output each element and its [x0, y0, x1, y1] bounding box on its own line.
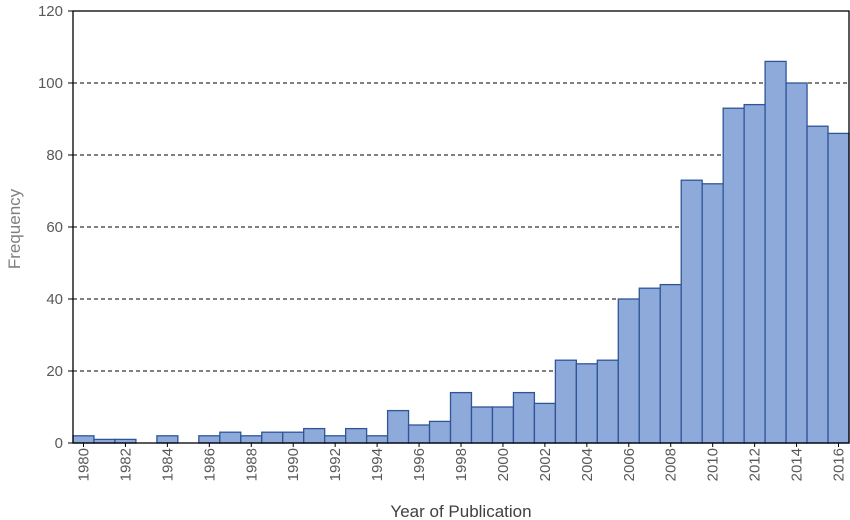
y-tick-label: 20: [46, 363, 63, 380]
bar-1991: [303, 427, 326, 444]
bar-2000: [491, 406, 515, 444]
x-tick-label: 2016: [831, 448, 848, 481]
bar-1990: [282, 431, 305, 444]
bar-2015: [806, 125, 829, 444]
y-tick-label: 100: [38, 75, 63, 92]
bar-1988: [240, 435, 263, 444]
bar-1998: [449, 391, 473, 444]
bars: [72, 60, 850, 444]
x-tick-label: 1992: [327, 448, 344, 481]
bar-1992: [324, 435, 347, 444]
bar-2011: [722, 107, 745, 444]
y-tick-label: 120: [38, 3, 63, 20]
x-tick-label: 1986: [201, 448, 218, 481]
bar-1987: [219, 431, 242, 444]
bar-2013: [764, 60, 787, 444]
y-tick-label: 60: [46, 219, 63, 236]
bar-2009: [680, 179, 703, 444]
bar-2014: [785, 82, 808, 444]
bar-1996: [407, 424, 431, 444]
y-tick-label: 80: [46, 147, 63, 164]
x-tick-label: 1996: [411, 448, 428, 481]
bar-1989: [261, 431, 284, 444]
bar-2007: [638, 287, 661, 444]
x-tick-label: 1982: [117, 448, 134, 481]
x-tick-label: 2012: [747, 448, 764, 481]
y-axis-ticks: 0 20 40 60 80 100 120: [38, 3, 73, 452]
bar-2016: [827, 132, 850, 444]
bar-1980: [72, 435, 95, 444]
x-axis-title: Year of Publication: [390, 502, 531, 520]
bar-2010: [701, 183, 724, 444]
bar-1999: [470, 406, 494, 444]
bar-2004: [575, 363, 598, 444]
bar-1993: [344, 427, 368, 444]
x-axis-ticks: 1980 1982 1984 1986 1988 1990 1992 1994 1996 1998…: [75, 443, 848, 481]
x-tick-label: 1980: [75, 448, 92, 481]
x-tick-label: 2006: [621, 448, 638, 481]
x-tick-label: 1994: [369, 448, 386, 481]
bar-2008: [659, 283, 682, 444]
bar-2003: [554, 359, 578, 444]
x-tick-label: 2014: [789, 448, 806, 481]
y-axis-title: Frequency: [5, 188, 24, 269]
y-tick-label: 40: [46, 291, 63, 308]
bar-1995: [386, 409, 410, 444]
y-tick-label: 0: [55, 435, 63, 452]
x-tick-label: 2008: [663, 448, 680, 481]
x-tick-label: 2010: [705, 448, 722, 481]
x-tick-label: 1988: [243, 448, 260, 481]
x-tick-label: 2002: [537, 448, 554, 481]
x-tick-label: 1984: [159, 448, 176, 481]
x-tick-label: 1990: [285, 448, 302, 481]
x-tick-label: 2004: [579, 448, 596, 481]
bar-1997: [428, 420, 452, 444]
bar-2002: [533, 402, 557, 444]
bar-1986: [198, 435, 221, 444]
bar-2001: [512, 391, 536, 444]
x-tick-label: 1998: [453, 448, 470, 481]
bar-2012: [743, 103, 766, 444]
x-tick-label: 2000: [495, 448, 512, 481]
bar-2005: [596, 359, 619, 444]
bar-1984: [156, 435, 179, 444]
bar-1994: [365, 435, 389, 444]
bar-2006: [617, 298, 640, 444]
